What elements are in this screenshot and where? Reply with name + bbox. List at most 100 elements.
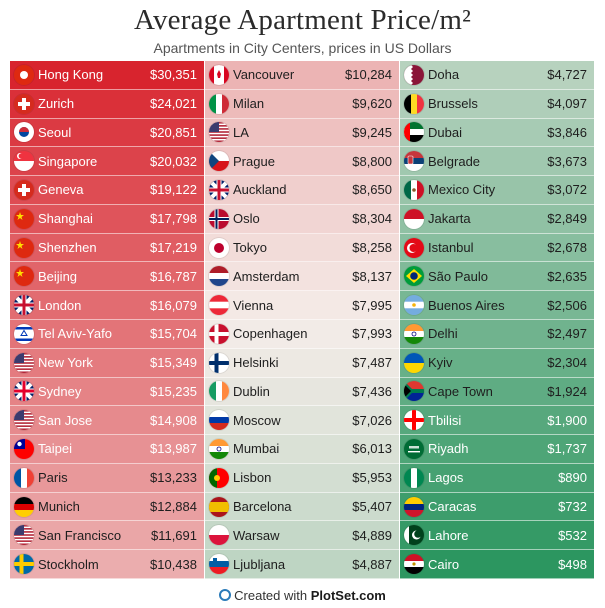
city-name: Cape Town [428, 383, 493, 399]
table-row: Cape Town $1,924 [400, 377, 594, 407]
france-flag-icon [14, 467, 34, 488]
table-row: Sydney $15,235 [10, 377, 204, 407]
price-value: $498 [558, 556, 587, 572]
table-row: Jakarta $2,849 [400, 204, 594, 234]
city-name: New York [38, 355, 93, 371]
city-name: Taipei [38, 441, 72, 457]
indonesia-flag-icon [404, 208, 424, 229]
price-value: $9,620 [352, 96, 392, 112]
price-value: $30,351 [150, 67, 197, 83]
india-flag-icon [404, 323, 424, 344]
price-value: $16,787 [150, 268, 197, 284]
table-row: Hong Kong $30,351 [10, 61, 204, 90]
price-value: $2,506 [547, 297, 587, 313]
turkey-flag-icon [404, 237, 424, 258]
table-row: LA $9,245 [205, 118, 399, 148]
table-row: London $16,079 [10, 291, 204, 320]
price-value: $8,137 [352, 268, 392, 284]
price-value: $4,727 [547, 67, 587, 83]
price-value: $8,650 [352, 182, 392, 198]
city-name: London [38, 297, 82, 313]
sweden-flag-icon [14, 554, 34, 575]
price-value: $8,258 [352, 240, 392, 256]
ireland-flag-icon [209, 381, 229, 402]
city-name: Brussels [428, 96, 478, 112]
ukraine-flag-icon [404, 352, 424, 373]
price-value: $7,436 [352, 383, 392, 399]
slovenia-flag-icon [209, 554, 229, 575]
finland-flag-icon [209, 352, 229, 373]
south-africa-flag-icon [404, 381, 424, 402]
saudi-arabia-flag-icon [404, 438, 424, 459]
footer-brand-link[interactable]: PlotSet.com [310, 588, 386, 603]
table-row: Lisbon $5,953 [205, 463, 399, 493]
city-name: Hong Kong [38, 67, 104, 83]
georgia-flag-icon [404, 410, 424, 431]
table-row: Shanghai $17,798 [10, 204, 204, 234]
price-value: $17,798 [150, 211, 197, 227]
price-value: $13,987 [150, 441, 197, 457]
netherlands-flag-icon [209, 266, 229, 287]
spain-flag-icon [209, 496, 229, 517]
city-name: Auckland [233, 182, 287, 198]
mexico-flag-icon [404, 179, 424, 200]
uae-flag-icon [404, 122, 424, 143]
table-row: Auckland $8,650 [205, 176, 399, 205]
city-name: Singapore [38, 153, 98, 169]
city-name: Buenos Aires [428, 297, 505, 313]
table-row: Dubai $3,846 [400, 118, 594, 148]
price-value: $2,497 [547, 326, 587, 342]
denmark-flag-icon [209, 323, 229, 344]
city-name: San Jose [38, 412, 93, 428]
usa-flag-icon [14, 410, 34, 431]
table-row: Shenzhen $17,219 [10, 233, 204, 263]
table-row: Ljubljana $4,887 [205, 550, 399, 579]
price-value: $15,704 [150, 326, 197, 342]
price-value: $532 [558, 527, 587, 543]
table-row: Caracas $732 [400, 492, 594, 522]
brazil-flag-icon [404, 266, 424, 287]
italy-flag-icon [209, 93, 229, 114]
price-value: $4,097 [547, 96, 587, 112]
city-name: Lagos [428, 470, 464, 486]
china-flag-icon [14, 266, 34, 287]
new-zealand-flag-icon [209, 179, 229, 200]
chart-title: Average Apartment Price/m² [133, 4, 472, 36]
table-row: Helsinki $7,487 [205, 348, 399, 378]
city-name: Vancouver [233, 67, 295, 83]
price-value: $10,284 [345, 67, 392, 83]
price-value: $3,072 [547, 182, 587, 198]
table-row: Belgrade $3,673 [400, 147, 594, 177]
table-row: Mexico City $3,072 [400, 176, 594, 205]
swiss-flag-icon [14, 93, 34, 114]
price-value: $16,079 [150, 297, 197, 313]
city-name: Paris [38, 470, 68, 486]
hong-kong-flag-icon [14, 64, 34, 85]
price-value: $13,233 [150, 470, 197, 486]
price-value: $10,438 [150, 556, 197, 572]
table-row: San Jose $14,908 [10, 406, 204, 436]
price-value: $732 [558, 499, 587, 515]
price-value: $1,900 [547, 412, 587, 428]
city-name: Copenhagen [233, 326, 308, 342]
table-row: Warsaw $4,889 [205, 521, 399, 551]
price-value: $17,219 [150, 240, 197, 256]
table-row: Beijing $16,787 [10, 262, 204, 292]
price-value: $14,908 [150, 412, 197, 428]
argentina-flag-icon [404, 295, 424, 316]
price-value: $15,235 [150, 383, 197, 399]
table-row: Vancouver $10,284 [205, 61, 399, 90]
city-name: Geneva [38, 182, 84, 198]
price-value: $6,013 [352, 441, 392, 457]
city-name: Tel Aviv-Yafo [38, 326, 112, 342]
table-row: São Paulo $2,635 [400, 262, 594, 292]
city-name: Jakarta [428, 211, 471, 227]
table-row: Cairo $498 [400, 550, 594, 579]
table-row: Dublin $7,436 [205, 377, 399, 407]
egypt-flag-icon [404, 554, 424, 575]
price-value: $4,887 [352, 556, 392, 572]
table-row: Tel Aviv-Yafo $15,704 [10, 320, 204, 349]
city-name: Kyiv [428, 355, 453, 371]
japan-flag-icon [209, 237, 229, 258]
table-row: Brussels $4,097 [400, 89, 594, 119]
